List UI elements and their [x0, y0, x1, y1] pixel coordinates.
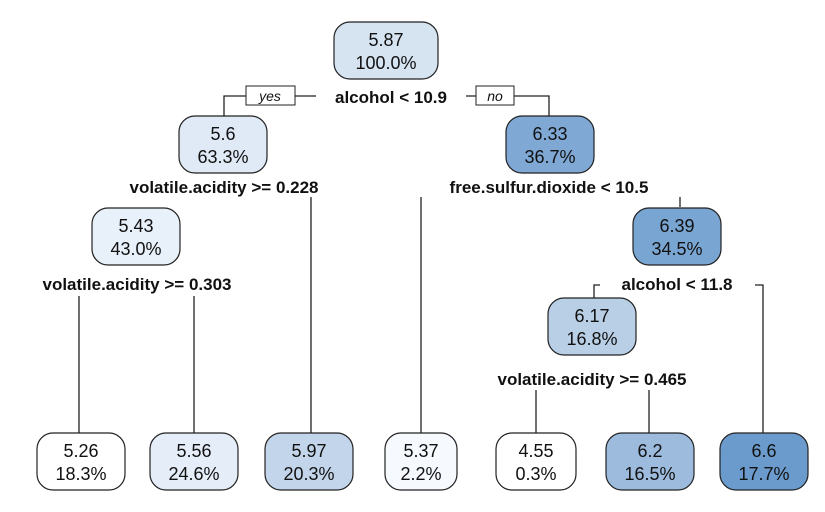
- node-value: 6.2: [637, 441, 662, 461]
- node-box: [384, 432, 458, 491]
- yes-label: yes: [258, 88, 281, 104]
- node-percent: 17.7%: [738, 464, 789, 484]
- node-value: 6.33: [532, 124, 567, 144]
- node-value: 5.26: [63, 441, 98, 461]
- node-percent: 20.3%: [283, 464, 334, 484]
- tree-node-leaf1: 5.26 18.3%: [36, 432, 126, 491]
- split-label-n7: alcohol < 11.8: [621, 275, 732, 294]
- node-value: 5.6: [210, 124, 235, 144]
- tree-node-leaf2: 5.56 24.6%: [149, 432, 239, 491]
- tree-node-root: 5.87 100.0%: [333, 21, 439, 80]
- tree-node-n3: 6.33 36.7%: [505, 115, 595, 174]
- node-box: [505, 115, 595, 174]
- node-box: [333, 21, 439, 80]
- node-percent: 2.2%: [400, 464, 441, 484]
- node-box: [149, 432, 239, 491]
- node-box: [605, 432, 695, 491]
- node-percent: 63.3%: [197, 147, 248, 167]
- node-percent: 0.3%: [515, 464, 556, 484]
- branch-tag-no: no: [475, 85, 515, 106]
- node-box: [632, 207, 722, 266]
- tree-node-n4: 5.43 43.0%: [91, 207, 181, 266]
- tree-nodes: 5.87 100.0% 5.6 63.3% 6.33 36.7% 5.43 43.0% 6.39…: [36, 21, 809, 491]
- split-label-n14: volatile.acidity >= 0.465: [497, 370, 686, 389]
- edge-n7-right: [755, 284, 764, 433]
- node-value: 5.43: [118, 216, 153, 236]
- split-label-root: alcohol < 10.9: [335, 88, 447, 107]
- node-box: [547, 297, 637, 356]
- split-label-n4: volatile.acidity >= 0.303: [42, 275, 231, 294]
- node-value: 5.56: [176, 441, 211, 461]
- split-label-n2: volatile.acidity >= 0.228: [129, 178, 318, 197]
- node-percent: 16.5%: [624, 464, 675, 484]
- tree-node-leaf5: 4.55 0.3%: [495, 432, 577, 491]
- node-box: [264, 432, 354, 491]
- node-value: 5.37: [403, 441, 438, 461]
- tree-node-n14: 6.17 16.8%: [547, 297, 637, 356]
- node-value: 4.55: [518, 441, 553, 461]
- no-label: no: [487, 88, 503, 104]
- node-value: 6.6: [751, 441, 776, 461]
- node-percent: 24.6%: [168, 464, 219, 484]
- branch-tag-yes: yes: [245, 85, 296, 106]
- tree-node-n7: 6.39 34.5%: [632, 207, 722, 266]
- node-percent: 100.0%: [355, 53, 416, 73]
- edge-n7-left: [593, 284, 600, 298]
- node-value: 6.17: [574, 306, 609, 326]
- split-labels: alcohol < 10.9 volatile.acidity >= 0.228…: [42, 88, 732, 389]
- tree-node-leaf4: 5.37 2.2%: [384, 432, 458, 491]
- node-value: 5.87: [368, 30, 403, 50]
- tree-node-leaf7: 6.6 17.7%: [719, 432, 809, 491]
- node-percent: 18.3%: [55, 464, 106, 484]
- node-box: [495, 432, 577, 491]
- node-box: [91, 207, 181, 266]
- node-box: [719, 432, 809, 491]
- tree-node-leaf6: 6.2 16.5%: [605, 432, 695, 491]
- tree-node-n2: 5.6 63.3%: [178, 115, 268, 174]
- node-box: [36, 432, 126, 491]
- node-percent: 34.5%: [651, 239, 702, 259]
- node-value: 6.39: [659, 216, 694, 236]
- node-percent: 16.8%: [566, 329, 617, 349]
- node-box: [178, 115, 268, 174]
- split-label-n3: free.sulfur.dioxide < 10.5: [450, 178, 649, 197]
- tree-node-leaf3: 5.97 20.3%: [264, 432, 354, 491]
- node-percent: 43.0%: [110, 239, 161, 259]
- node-percent: 36.7%: [524, 147, 575, 167]
- node-value: 5.97: [291, 441, 326, 461]
